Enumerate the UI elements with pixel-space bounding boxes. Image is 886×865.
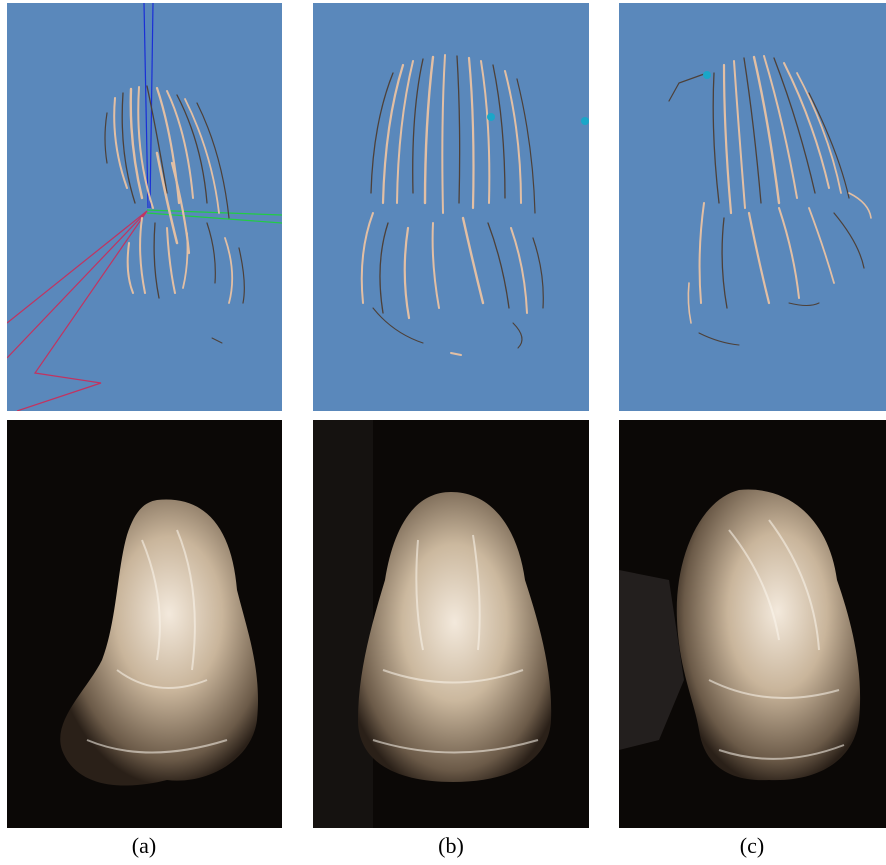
caption-a: (a) — [131, 833, 157, 858]
render-panel-b — [313, 3, 589, 411]
hair-strands — [104, 85, 245, 344]
photo-panel-a — [7, 420, 282, 828]
z-axis-line — [7, 210, 148, 359]
marker-sphere — [581, 117, 589, 125]
hair-shape — [676, 489, 861, 781]
hair-photo-a — [60, 499, 258, 786]
hair-photo-b — [313, 420, 552, 828]
marker-sphere — [703, 71, 711, 79]
hair-highlights — [372, 534, 539, 754]
strand-render-a — [7, 3, 282, 411]
strand-render-c — [668, 55, 872, 346]
render-panel-a — [7, 3, 282, 411]
marker-sphere — [487, 113, 495, 121]
z-axis-line — [16, 210, 148, 411]
hair-shape — [358, 492, 552, 782]
axis-lines — [7, 3, 282, 411]
strand-render-b — [360, 54, 589, 356]
hair-strands — [668, 55, 872, 346]
caption-c: (c) — [739, 833, 765, 858]
render-panel-c — [619, 3, 886, 411]
caption-b: (b) — [438, 833, 464, 858]
y-axis-line — [143, 3, 149, 209]
photo-panel-b — [313, 420, 589, 828]
hair-highlights — [708, 519, 845, 760]
hair-photo-c — [619, 489, 861, 781]
photo-panel-c — [619, 420, 886, 828]
hair-strands — [360, 54, 544, 356]
hair-highlights — [86, 529, 228, 754]
z-axis-line — [7, 210, 148, 324]
